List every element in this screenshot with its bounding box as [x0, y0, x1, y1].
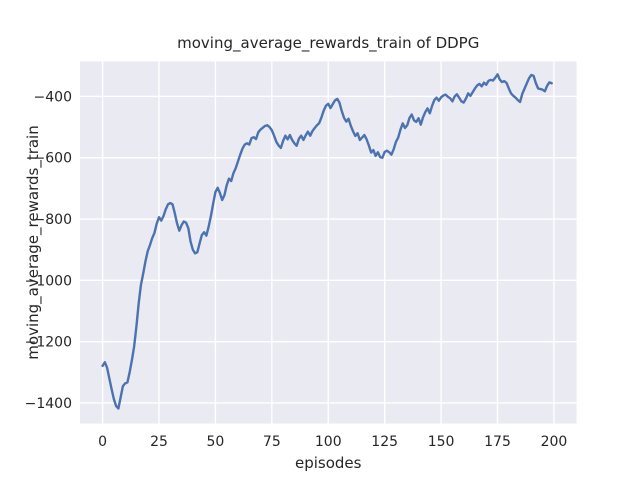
y-tick-label: −1400: [25, 396, 72, 412]
x-tick-label: 50: [206, 434, 224, 450]
y-tick-label: −1200: [25, 335, 72, 351]
x-tick-label: 175: [484, 434, 511, 450]
x-tick-label: 100: [315, 434, 342, 450]
y-tick-label: −600: [34, 151, 72, 167]
x-tick-label: 0: [98, 434, 107, 450]
x-axis-label: episodes: [295, 454, 362, 472]
y-tick-label: −400: [34, 89, 72, 105]
x-tick-label: 125: [371, 434, 398, 450]
x-tick-label: 200: [541, 434, 568, 450]
y-tick-label: −800: [34, 212, 72, 228]
x-tick-label: 25: [150, 434, 168, 450]
y-axis-label: moving_average_rewards_train: [24, 125, 43, 359]
series-line: [101, 73, 553, 410]
chart-title: moving_average_rewards_train of DDPG: [177, 34, 479, 53]
x-tick-label: 75: [263, 434, 281, 450]
y-tick-label: −1000: [25, 273, 72, 289]
x-tick-label: 150: [428, 434, 455, 450]
